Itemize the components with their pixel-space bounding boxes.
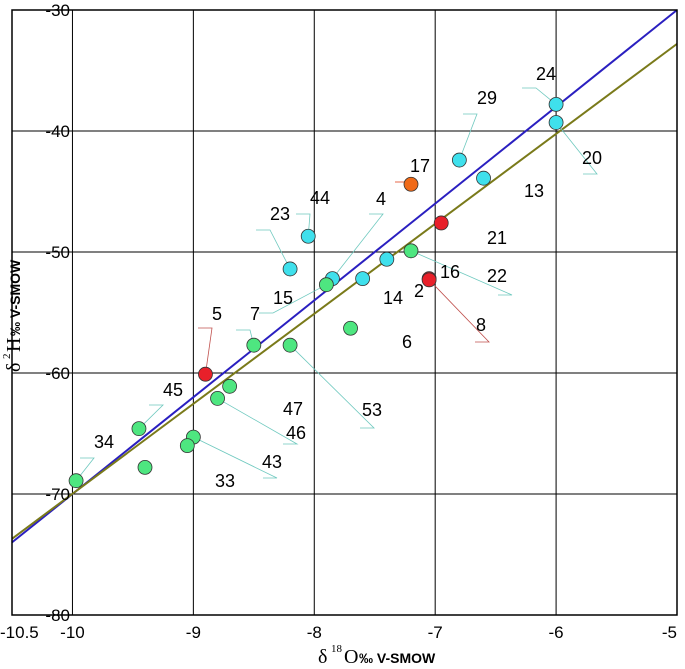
label-leader	[296, 213, 311, 237]
x-tick-label: -10	[60, 623, 85, 642]
data-point-6	[343, 320, 358, 336]
point-label-2: 2	[414, 281, 424, 301]
point-label-8: 8	[476, 315, 486, 335]
x-tick-label: -7	[428, 623, 443, 642]
point-labels: 2420291317214422223414168156537547464543…	[94, 64, 602, 491]
y-tick-label: -40	[45, 122, 70, 141]
data-point-22	[403, 243, 419, 259]
plot-frame	[11, 9, 678, 616]
data-point-7	[246, 337, 262, 353]
y-axis-title: δ 2 H ‰ V-SMOW	[1, 259, 25, 372]
regression-lines	[11, 9, 678, 544]
point-label-16: 16	[440, 262, 460, 282]
point-label-5: 5	[212, 304, 222, 324]
point-label-20: 20	[582, 148, 602, 168]
label-leader	[522, 87, 557, 105]
point-label-6: 6	[402, 332, 412, 352]
y-axis-title-prefix: δ	[3, 363, 25, 372]
regression-line	[11, 9, 678, 544]
point-label-24: 24	[536, 64, 556, 84]
point-label-53: 53	[362, 400, 382, 420]
x-tick-label: -10.5	[0, 623, 39, 642]
x-axis-title-main: O	[344, 646, 358, 668]
y-axis-title-main: H	[3, 338, 25, 352]
data-point-29	[451, 152, 467, 168]
data-point-47	[222, 378, 238, 394]
data-point-23	[282, 261, 298, 277]
y-axis-title-unit: ‰ V-SMOW	[7, 259, 23, 336]
label-leader	[555, 122, 598, 175]
data-point-44	[300, 228, 316, 244]
data-point-34	[68, 473, 84, 489]
label-leader	[458, 113, 478, 161]
point-label-4: 4	[376, 189, 386, 209]
data-point-21	[433, 215, 449, 231]
label-leader-lines	[75, 87, 598, 481]
point-label-34: 34	[94, 432, 114, 452]
point-label-15: 15	[273, 288, 293, 308]
point-label-22: 22	[487, 266, 507, 286]
label-leader	[198, 327, 213, 375]
point-label-43: 43	[262, 452, 282, 472]
data-point-15	[318, 277, 334, 293]
point-label-7: 7	[250, 304, 260, 324]
x-tick-label: -8	[307, 623, 322, 642]
y-tick-label: -50	[45, 243, 70, 262]
regression-line	[11, 43, 678, 540]
label-leader	[332, 213, 384, 279]
data-point-20	[548, 115, 564, 130]
x-tick-label: -6	[549, 623, 564, 642]
data-point-8	[421, 272, 437, 288]
point-label-45: 45	[163, 380, 183, 400]
point-label-44: 44	[310, 188, 330, 208]
data-point-24	[548, 96, 564, 112]
data-point-46	[210, 391, 225, 406]
data-point-33b	[137, 459, 153, 475]
point-label-46: 46	[286, 423, 306, 443]
point-label-47: 47	[283, 399, 303, 419]
y-tick-label: -60	[45, 364, 70, 383]
y-tick-label: -70	[45, 485, 70, 504]
point-label-21: 21	[487, 228, 507, 248]
x-axis-title-unit: ‰ V-SMOW	[359, 650, 436, 666]
point-label-17: 17	[410, 156, 430, 176]
label-leader	[410, 250, 513, 296]
data-point-2	[379, 251, 395, 267]
data-point-45	[131, 421, 147, 437]
label-leader	[428, 279, 490, 343]
point-label-29: 29	[477, 88, 497, 108]
y-tick-labels: -80-70-60-50-40-30	[45, 1, 70, 625]
data-points	[68, 96, 564, 489]
x-tick-labels: -10.5 -10 -9 -8 -7 -6 -5	[0, 623, 677, 642]
label-leader	[75, 457, 95, 481]
data-point-14	[355, 271, 371, 287]
y-axis-title-sup: 2	[1, 354, 13, 360]
label-leader	[138, 404, 164, 429]
data-point-5	[198, 366, 213, 382]
point-label-23: 23	[270, 204, 290, 224]
point-label-13: 13	[524, 181, 544, 201]
label-leader	[193, 436, 278, 479]
x-axis-title-sup: 18	[331, 643, 343, 655]
x-axis-title-prefix: δ	[318, 646, 327, 668]
x-tick-label: -9	[186, 623, 201, 642]
x-tick-label: -5	[662, 623, 677, 642]
point-label-14: 14	[383, 288, 403, 308]
label-leader	[217, 398, 299, 445]
data-point-53	[282, 337, 298, 353]
label-leader	[289, 344, 375, 429]
point-label-33: 33	[215, 471, 235, 491]
x-axis-title: δ 18 O ‰ V-SMOW	[318, 643, 436, 668]
label-leader	[259, 284, 327, 314]
data-point-33	[179, 438, 195, 454]
label-leader	[256, 229, 291, 270]
data-point-13	[476, 170, 491, 186]
data-point-17	[403, 176, 419, 192]
